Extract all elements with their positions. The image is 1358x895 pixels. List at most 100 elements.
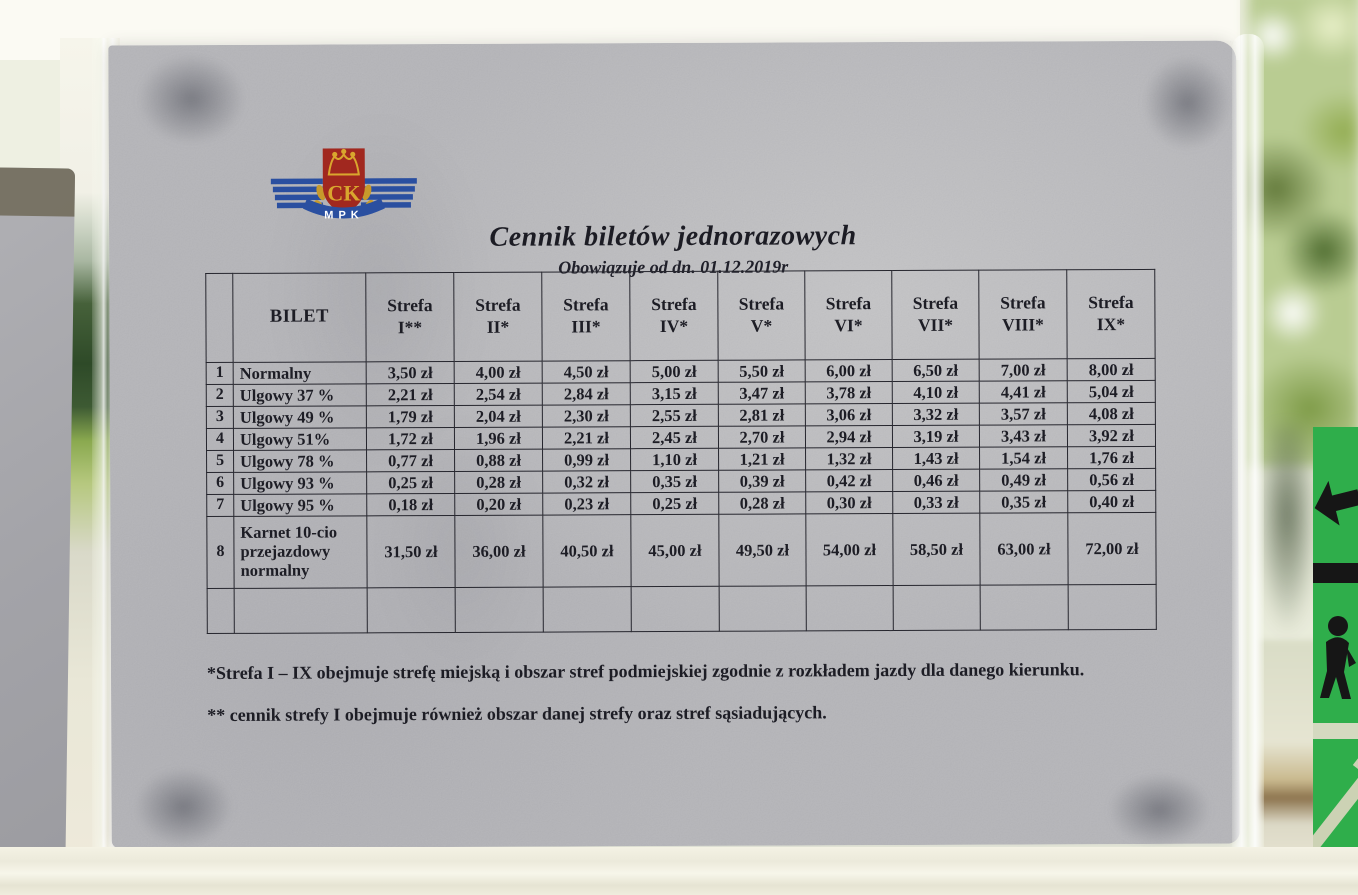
empty-cell: [1068, 584, 1157, 630]
price-cell: 8,00 zł: [1067, 358, 1156, 381]
logo-ck-text: CK: [327, 180, 360, 205]
sleeve-bottom-band: [0, 847, 1358, 895]
tape-smudge: [133, 766, 234, 848]
row-number: 1: [206, 362, 234, 385]
empty-cell: [631, 586, 720, 632]
corner-cell: [205, 273, 234, 363]
row-number: 6: [206, 472, 234, 495]
left-poster: [0, 167, 76, 895]
price-cell: 0,30 zł: [805, 491, 893, 514]
zone-header: Strefa IV*: [629, 271, 719, 361]
price-cell: 40,50 zł: [542, 514, 632, 588]
empty-cell: [980, 584, 1069, 631]
price-cell: 0,28 zł: [718, 491, 806, 515]
price-cell: 1,32 zł: [805, 447, 893, 470]
row-number: 7: [206, 494, 234, 517]
tape-strip: [0, 167, 76, 217]
price-cell: 0,20 zł: [454, 493, 543, 516]
ticket-label: Karnet 10-cio przejazdowy normalny: [233, 515, 368, 589]
price-cell: 0,39 zł: [718, 469, 806, 493]
price-cell: 3,19 zł: [892, 425, 980, 448]
price-cell: 3,78 zł: [805, 381, 893, 404]
price-cell: 2,55 zł: [630, 404, 719, 427]
ticket-label: Ulgowy 93 %: [233, 471, 367, 495]
price-cell: 2,04 zł: [454, 405, 543, 428]
row-number: 8: [206, 516, 235, 589]
empty-row: [207, 584, 1157, 634]
empty-cell: [806, 585, 894, 631]
price-cell: 0,35 zł: [630, 470, 719, 493]
zone-header: Strefa II*: [453, 272, 543, 362]
price-cell: 4,10 zł: [892, 381, 980, 404]
price-cell: 3,92 zł: [1067, 424, 1156, 447]
empty-cell: [543, 586, 632, 633]
row-number: 2: [206, 384, 234, 407]
row-number: 3: [206, 406, 234, 429]
empty-cell: [719, 585, 807, 632]
emergency-exit-sticker: [1313, 427, 1358, 895]
zone-header: Strefa IX*: [1066, 269, 1156, 359]
price-cell: 1,43 zł: [892, 447, 980, 470]
price-cell: 0,23 zł: [542, 492, 631, 516]
tree-foliage: [1248, 0, 1358, 466]
footnote-zone1: ** cennik strefy I obejmuje również obsz…: [207, 702, 827, 726]
zone-header: Strefa VIII*: [978, 269, 1068, 360]
price-cell: 0,56 zł: [1067, 468, 1156, 491]
price-cell: 4,08 zł: [1067, 402, 1156, 425]
table-body: 1 Normalny 3,50 zł 4,00 zł 4,50 zł 5,00 zł 5,5…: [206, 358, 1157, 634]
mpk-ck-logo: CK MPK: [270, 148, 417, 222]
footnote-zones: *Strefa I – IX obejmuje strefę miejską i…: [206, 659, 1085, 684]
price-cell: 72,00 zł: [1067, 512, 1157, 585]
zone-header: Strefa I**: [365, 272, 455, 362]
price-cell: 2,84 zł: [542, 382, 631, 406]
ticket-label: Ulgowy 95 %: [233, 493, 367, 517]
bar-icon: [1313, 563, 1358, 583]
empty-cell: [207, 588, 235, 634]
price-cell: 45,00 zł: [630, 514, 720, 587]
logo-mpk-text: MPK: [324, 209, 364, 221]
price-cell: 5,00 zł: [630, 360, 719, 383]
price-cell: 0,32 zł: [542, 470, 631, 494]
price-cell: 2,45 zł: [630, 426, 719, 449]
empty-cell: [893, 585, 981, 631]
price-cell: 2,30 zł: [542, 404, 631, 428]
tape-smudge: [1107, 772, 1212, 848]
price-cell: 3,32 zł: [892, 403, 980, 426]
price-cell: 2,54 zł: [454, 383, 543, 406]
price-cell: 0,99 zł: [542, 448, 631, 472]
price-cell: 0,28 zł: [454, 471, 543, 494]
price-cell: 0,42 zł: [805, 469, 893, 492]
zone-header: Strefa VII*: [891, 270, 980, 360]
ticket-label: Ulgowy 49 %: [233, 405, 367, 429]
price-cell: 3,47 zł: [718, 381, 806, 405]
zone-header: Strefa V*: [717, 270, 806, 361]
price-cell: 0,18 zł: [366, 493, 455, 516]
price-cell: 3,50 zł: [366, 361, 455, 384]
price-cell: 31,50 zł: [366, 515, 456, 588]
hammer-icon: [1313, 752, 1358, 864]
walking-person-icon: [1320, 616, 1356, 699]
price-cell: 1,21 zł: [718, 447, 806, 471]
price-cell: 0,88 zł: [454, 449, 543, 472]
price-cell: 4,00 zł: [454, 361, 543, 384]
empty-cell: [455, 587, 544, 633]
price-cell: 3,57 zł: [979, 402, 1068, 426]
price-cell: 3,06 zł: [805, 403, 893, 426]
plastic-sleeve-edge-right: [1232, 34, 1264, 860]
price-cell: 2,21 zł: [542, 426, 631, 450]
price-cell: 3,43 zł: [979, 424, 1068, 448]
zone-header: Strefa III*: [541, 271, 631, 362]
price-cell: 2,81 zł: [718, 403, 806, 427]
row-number: 5: [206, 450, 234, 473]
price-cell: 49,50 zł: [718, 513, 807, 587]
price-cell: 2,70 zł: [718, 425, 806, 449]
empty-cell: [367, 587, 456, 633]
price-table: BILET Strefa I** Strefa II* Strefa III* Strefa…: [205, 269, 1157, 634]
price-cell: 5,50 zł: [718, 359, 806, 383]
price-cell: 63,00 zł: [979, 512, 1069, 586]
row-number: 4: [206, 428, 234, 451]
price-cell: 0,46 zł: [892, 469, 980, 492]
price-cell: 6,50 zł: [892, 359, 980, 382]
arrow-left-icon: [1314, 480, 1358, 526]
